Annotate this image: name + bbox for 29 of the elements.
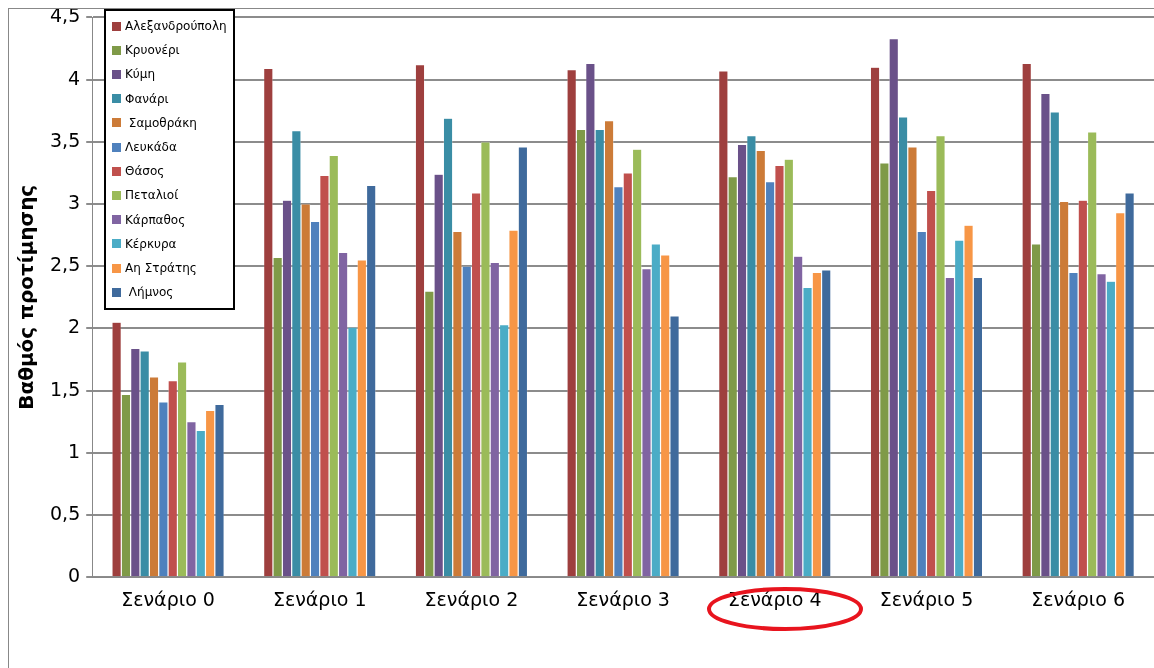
x-tick-label: Σενάριο 6: [1031, 587, 1125, 610]
legend-label: Φανάρι: [125, 90, 169, 108]
y-tick-label: 0,5: [50, 501, 81, 524]
legend-label: Κέρκυρα: [125, 235, 177, 253]
y-tick-label: 4: [68, 66, 81, 89]
legend-label: Κάρπαθος: [125, 211, 186, 229]
x-tick-label: Σενάριο 2: [424, 587, 519, 610]
x-tick-label: Σενάριο 1: [272, 587, 367, 610]
y-tick-label: 3: [68, 190, 81, 213]
x-tick-label: Σενάριο 4: [727, 587, 822, 610]
x-tick-label: Σενάριο 5: [879, 587, 974, 610]
legend-label: Λήμνος: [127, 284, 174, 302]
y-tick-label: 1: [68, 439, 81, 462]
y-tick-label: 3,5: [50, 128, 81, 151]
legend-label: Αη Στράτης: [125, 260, 197, 278]
legend-label: Κρυονέρι: [125, 42, 180, 60]
legend-label: Σαμοθράκη: [127, 114, 197, 132]
x-tick-label: Σενάριο 0: [121, 587, 215, 610]
x-tick-label: Σενάριο 3: [576, 587, 670, 610]
y-tick-label: 2: [68, 315, 81, 338]
y-tick-label: 1,5: [50, 377, 81, 400]
legend-label: Αλεξανδρούπολη: [125, 18, 227, 35]
legend-label: Πεταλιοί: [125, 187, 179, 205]
y-tick-label: 2,5: [50, 253, 81, 276]
legend-label: Θάσος: [125, 163, 165, 181]
y-axis-title: Βαθμός προτίμησης: [14, 184, 39, 410]
legend-label: Κύμη: [125, 66, 156, 84]
y-tick-label: 0: [68, 564, 81, 587]
legend-label: Λευκάδα: [125, 139, 177, 156]
